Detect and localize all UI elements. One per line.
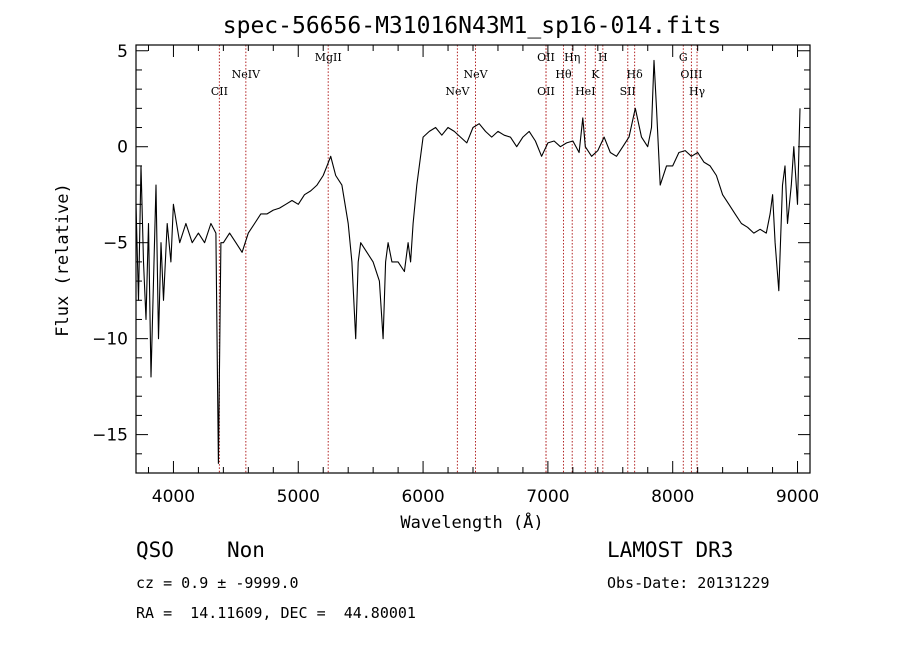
spectrum-line (135, 59, 801, 464)
axis-ticks: 4000 5000 6000 7000 8000 9000 −15 −10 −5 0 5 (92, 42, 819, 507)
line-label-0: CII (211, 85, 228, 98)
object-subclass: Non (227, 538, 265, 562)
y-tick-label-1: −10 (92, 330, 128, 350)
line-label-7: Hθ (555, 68, 572, 81)
x-tick-label-3: 7000 (526, 487, 569, 507)
line-label-10: K (591, 68, 600, 81)
line-label-13: Hδ (627, 68, 644, 81)
line-label-9: HeI (575, 85, 595, 98)
plot-frame (135, 44, 811, 474)
y-tick-label-0: −15 (92, 426, 128, 446)
line-label-12: SII (620, 85, 636, 98)
line-label-6: OII (537, 51, 555, 64)
x-tick-label-4: 8000 (651, 487, 694, 507)
redshift-value: cz = 0.9 ± -9999.0 (136, 574, 299, 592)
line-label-15: OIII (680, 68, 702, 81)
line-label-14: G (679, 51, 688, 64)
line-label-11: H (598, 51, 608, 64)
line-label-2: MgII (315, 51, 342, 64)
survey-name: LAMOST DR3 (607, 538, 734, 562)
coordinates: RA = 14.11609, DEC = 44.80001 (136, 604, 416, 622)
y-tick-label-4: 5 (117, 42, 128, 62)
line-label-16: Hγ (689, 85, 706, 98)
x-tick-label-1: 5000 (277, 487, 320, 507)
line-label-3: NeV (445, 85, 470, 98)
x-axis-label: Wavelength (Å) (400, 511, 543, 533)
y-tick-label-3: 0 (117, 138, 128, 158)
chart-title: spec-56656-M31016N43M1_sp16-014.fits (223, 13, 722, 39)
line-label-4: NeV (463, 68, 488, 81)
x-tick-label-2: 6000 (401, 487, 444, 507)
line-label-8: Hη (564, 51, 580, 64)
obs-date: Obs-Date: 20131229 (607, 574, 770, 592)
x-tick-label-0: 4000 (152, 487, 195, 507)
object-class: QSO (136, 538, 174, 562)
x-tick-label-5: 9000 (776, 487, 819, 507)
y-tick-label-2: −5 (103, 234, 128, 254)
line-label-1: NeIV (232, 68, 261, 81)
line-markers: CIINeIVMgIINeVNeVOIIOIIHθHηHeIKHSIIHδGOI… (211, 45, 706, 473)
y-axis-label: Flux (relative) (53, 183, 73, 337)
